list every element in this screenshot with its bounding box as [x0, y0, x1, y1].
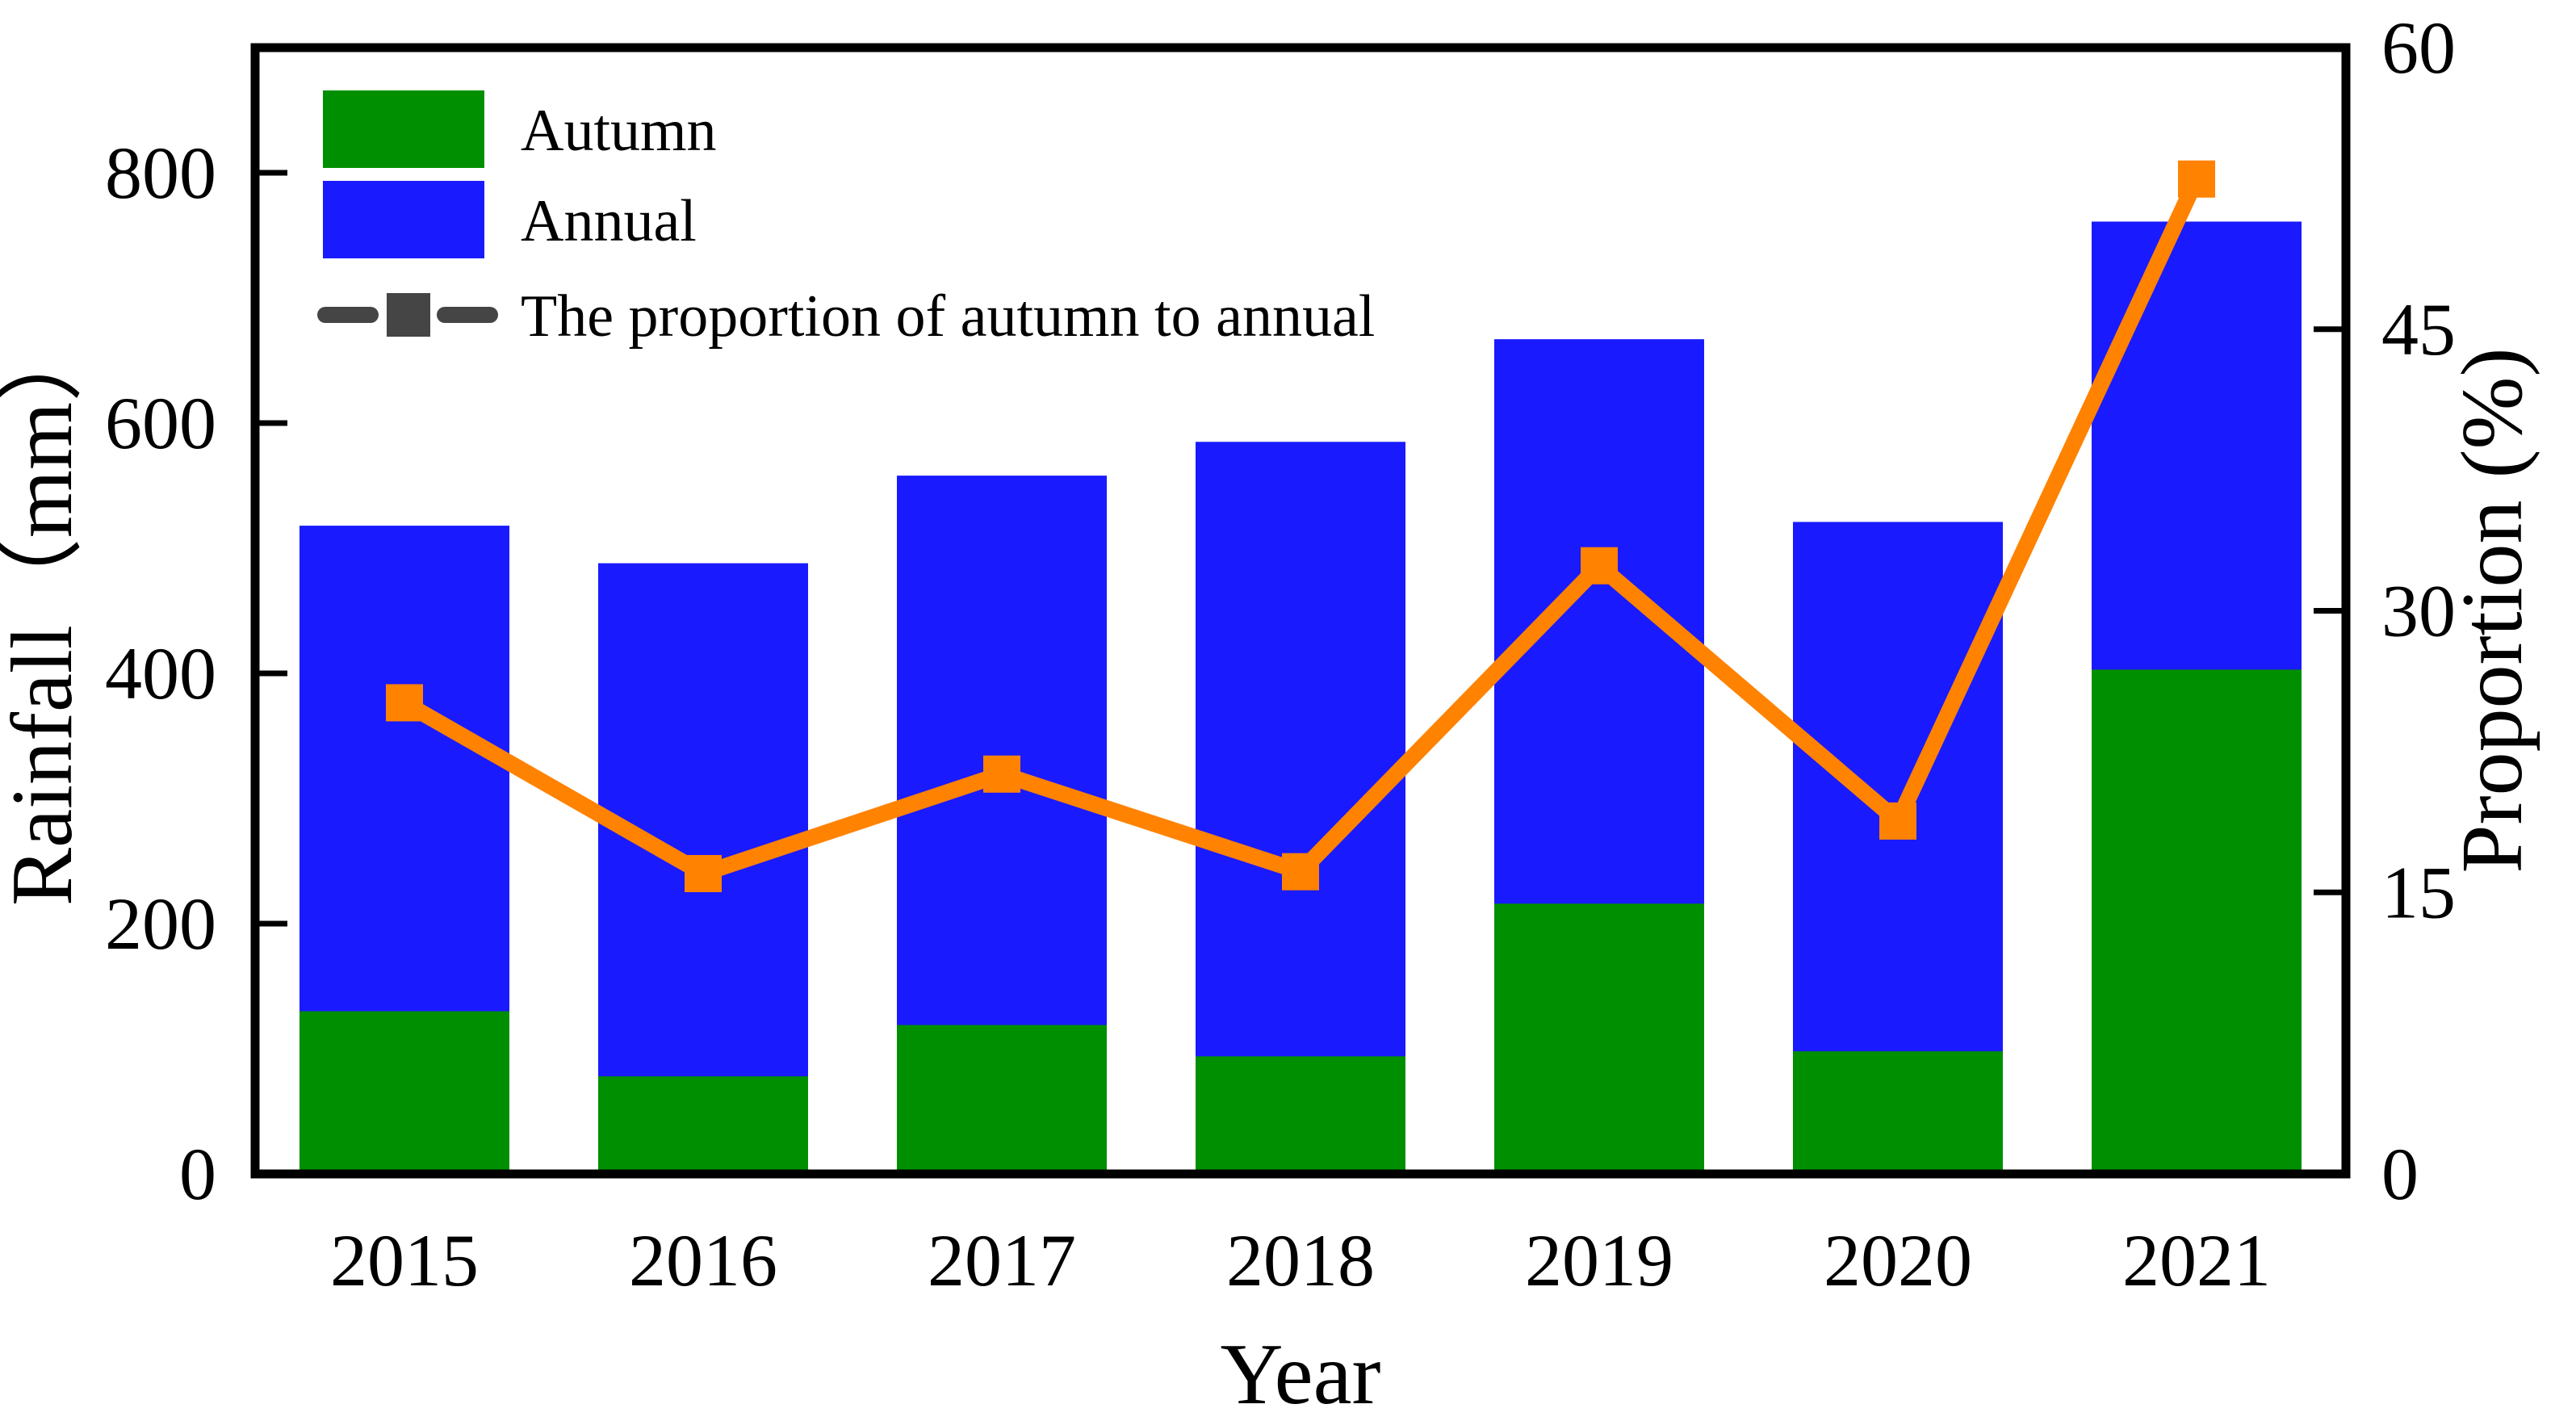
proportion-marker-2016	[685, 855, 722, 892]
proportion-marker-2019	[1581, 547, 1618, 585]
right-tick-label-60: 60	[2381, 6, 2456, 89]
bar-autumn-2016	[598, 1076, 808, 1174]
x-tick-label-2015: 2015	[330, 1219, 479, 1302]
plot-frame	[250, 43, 2351, 1179]
bar-autumn-2017	[897, 1025, 1107, 1174]
left-tick-label-600: 600	[105, 382, 216, 464]
right-tick-label-0: 0	[2381, 1133, 2419, 1215]
right-tick-label-15: 15	[2381, 851, 2456, 933]
legend-annual-swatch	[323, 181, 484, 258]
bar-series-group	[299, 221, 2302, 1175]
x-axis-title: Year	[1220, 1327, 1380, 1421]
bar-autumn-2021	[2092, 669, 2302, 1174]
legend-autumn-swatch	[323, 90, 484, 168]
legend-line-dash-right	[437, 307, 498, 323]
legend-annual-label: Annual	[521, 188, 697, 254]
proportion-line-group	[386, 160, 2215, 892]
legend-line-dash-left	[317, 307, 379, 323]
right-tick-label-30: 30	[2381, 570, 2456, 652]
legend-proportion-swatch	[317, 293, 498, 337]
bar-autumn-2018	[1196, 1056, 1405, 1174]
bar-autumn-2019	[1494, 903, 1704, 1174]
x-tick-label-2017: 2017	[928, 1219, 1076, 1302]
left-tick-label-200: 200	[105, 882, 216, 965]
legend-line-marker	[387, 293, 430, 337]
x-tick-label-2020: 2020	[1824, 1219, 1972, 1302]
x-tick-label-2018: 2018	[1226, 1219, 1375, 1302]
left-tick-label-400: 400	[105, 632, 216, 715]
right-axis-title: Proportion (%)	[2444, 348, 2540, 874]
legend: Autumn Annual The proportion of autumn t…	[317, 90, 1375, 350]
right-tick-label-45: 45	[2381, 288, 2456, 371]
proportion-marker-2018	[1282, 853, 1319, 891]
bar-autumn-2020	[1793, 1051, 2003, 1174]
axis-ticks-group: 0 200 400 600 800 0 15 30 45 60 2015 2016 2017 2018 20…	[105, 6, 2456, 1302]
left-tick-label-0: 0	[179, 1133, 216, 1215]
bar-autumn-2015	[299, 1011, 509, 1174]
x-tick-label-2019: 2019	[1525, 1219, 1673, 1302]
proportion-marker-2015	[386, 684, 423, 722]
proportion-marker-2021	[2178, 160, 2215, 198]
x-tick-label-2016: 2016	[629, 1219, 777, 1302]
legend-proportion-label: The proportion of autumn to annual	[521, 283, 1375, 350]
x-tick-label-2021: 2021	[2122, 1219, 2271, 1302]
proportion-marker-2020	[1879, 802, 1916, 840]
left-axis-title: Rainfall（mm）	[0, 315, 90, 906]
legend-autumn-label: Autumn	[521, 98, 717, 164]
proportion-marker-2017	[983, 755, 1020, 793]
left-tick-label-800: 800	[105, 132, 216, 214]
